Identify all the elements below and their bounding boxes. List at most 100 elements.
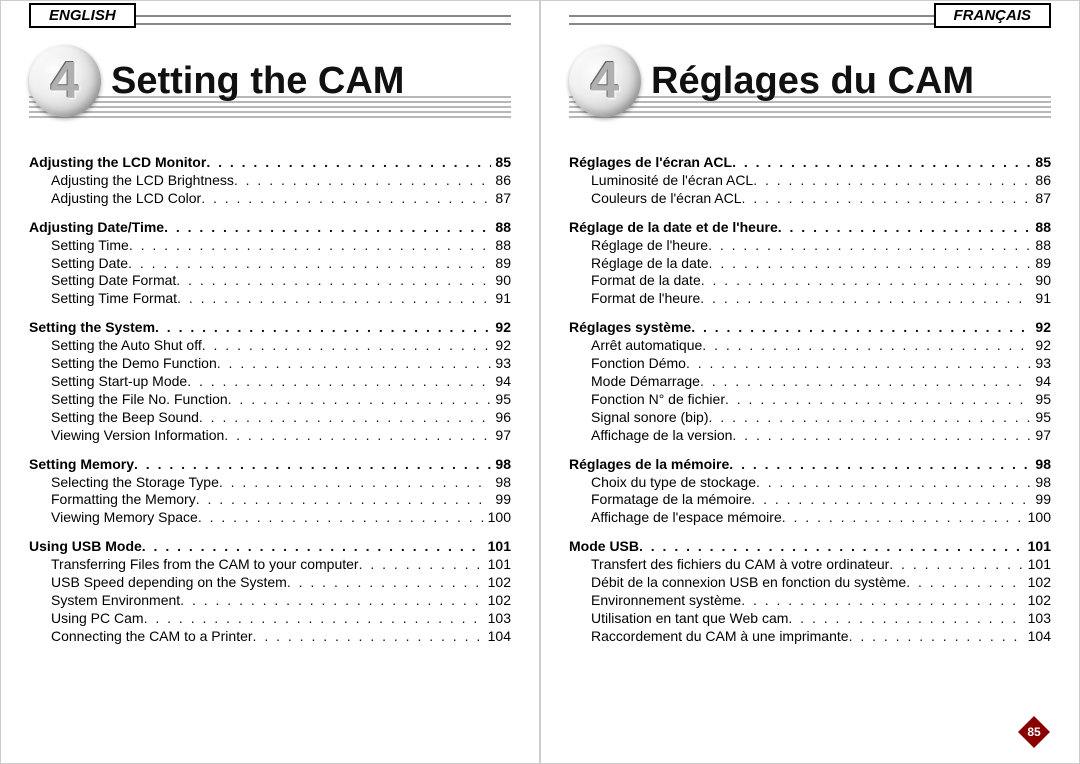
- toc-item: Signal sonore (bip)95: [569, 409, 1051, 427]
- toc-item: Format de l'heure91: [569, 290, 1051, 308]
- toc-item: Environnement système 102: [569, 592, 1051, 610]
- toc-leader-dots: [217, 355, 492, 373]
- toc-leader-dots: [732, 427, 1031, 445]
- toc-leader-dots: [708, 237, 1031, 255]
- toc-item-label: Setting the Demo Function: [29, 355, 217, 373]
- toc-item: Setting the Demo Function93: [29, 355, 511, 373]
- toc-item-label: Couleurs de l'écran ACL: [569, 190, 742, 208]
- toc-leader-dots: [144, 610, 484, 628]
- content-spacer: [569, 120, 1051, 154]
- toc-item-label: Affichage de la version: [569, 427, 732, 445]
- toc-item-label: Setting Date: [29, 255, 128, 273]
- toc-item-page: 98: [491, 474, 511, 492]
- toc-item: Affichage de la version97: [569, 427, 1051, 445]
- toc-leader-dots: [700, 373, 1031, 391]
- toc-item-label: USB Speed depending on the System: [29, 574, 287, 592]
- toc-item: Transfert des fichiers du CAM à votre or…: [569, 556, 1051, 574]
- toc-leader-dots: [709, 255, 1032, 273]
- toc-item: Using PC Cam103: [29, 610, 511, 628]
- page-number-text: 85: [1017, 715, 1051, 749]
- toc-leader-dots: [128, 255, 491, 273]
- toc-item-label: Fonction Démo: [569, 355, 686, 373]
- toc-item: Fonction N° de fichier95: [569, 391, 1051, 409]
- toc-item-page: 104: [1024, 628, 1051, 646]
- toc-section-page: 92: [491, 319, 511, 337]
- toc-leader-dots: [134, 456, 491, 474]
- toc-item: Formatting the Memory99: [29, 491, 511, 509]
- toc-leader-dots: [751, 491, 1031, 509]
- toc-item-page: 91: [491, 290, 511, 308]
- toc-item: Selecting the Storage Type 98: [29, 474, 511, 492]
- toc-item-page: 86: [1031, 172, 1051, 190]
- toc-section: Setting Memory98: [29, 456, 511, 474]
- toc-section: Réglage de la date et de l'heure88: [569, 219, 1051, 237]
- toc-section-title: Réglage de la date et de l'heure: [569, 219, 778, 237]
- toc-item-page: 95: [1031, 391, 1051, 409]
- toc-item-label: Formatting the Memory: [29, 491, 196, 509]
- toc-section-title: Réglages système: [569, 319, 691, 337]
- toc-item-label: Affichage de l'espace mémoire: [569, 509, 782, 527]
- toc-item-page: 98: [1031, 474, 1051, 492]
- toc-leader-dots: [199, 409, 492, 427]
- toc-section-page: 101: [484, 538, 511, 556]
- toc-item: Setting the File No. Function95: [29, 391, 511, 409]
- toc-item: Couleurs de l'écran ACL87: [569, 190, 1051, 208]
- toc-item-page: 103: [1024, 610, 1051, 628]
- toc-section: Setting the System92: [29, 319, 511, 337]
- toc-leader-dots: [849, 628, 1024, 646]
- toc-item-label: Luminosité de l'écran ACL: [569, 172, 753, 190]
- toc-item-page: 86: [491, 172, 511, 190]
- toc-item-label: Transferring Files from the CAM to your …: [29, 556, 359, 574]
- toc-item: Luminosité de l'écran ACL 86: [569, 172, 1051, 190]
- toc-section-page: 98: [1031, 456, 1051, 474]
- toc-item-label: Arrêt automatique: [569, 337, 702, 355]
- toc-item: Formatage de la mémoire99: [569, 491, 1051, 509]
- toc-item-label: Setting Start-up Mode: [29, 373, 187, 391]
- toc-item-page: 93: [1031, 355, 1051, 373]
- toc-item-page: 102: [484, 592, 511, 610]
- toc-item-label: Formatage de la mémoire: [569, 491, 751, 509]
- toc-item: System Environment102: [29, 592, 511, 610]
- toc-item-page: 90: [491, 272, 511, 290]
- toc-leader-dots: [725, 391, 1031, 409]
- toc-leader-dots: [187, 373, 491, 391]
- toc-section-page: 85: [1031, 154, 1051, 172]
- chapter-number-badge: 4: [569, 45, 641, 117]
- toc-item-label: Raccordement du CAM à une imprimante: [569, 628, 849, 646]
- toc-leader-dots: [700, 290, 1031, 308]
- content-spacer: [29, 120, 511, 154]
- chapter-title-left: Setting the CAM: [111, 60, 404, 103]
- toc-item: Réglage de la date89: [569, 255, 1051, 273]
- toc-leader-dots: [686, 355, 1031, 373]
- toc-item-page: 91: [1031, 290, 1051, 308]
- toc-leader-dots: [702, 337, 1031, 355]
- toc-item-label: Setting the Beep Sound: [29, 409, 199, 427]
- toc-leader-dots: [639, 538, 1024, 556]
- toc-leader-dots: [778, 219, 1032, 237]
- toc-item: Adjusting the LCD Brightness 86: [29, 172, 511, 190]
- toc-item: Débit de la connexion USB en fonction du…: [569, 574, 1051, 592]
- toc-item-label: Selecting the Storage Type: [29, 474, 219, 492]
- toc-leader-dots: [206, 154, 491, 172]
- toc-item: Setting the Auto Shut off92: [29, 337, 511, 355]
- toc-item-page: 92: [1031, 337, 1051, 355]
- toc-item: Arrêt automatique 92: [569, 337, 1051, 355]
- page-spread: ENGLISH 4 Setting the CAM Adjusting the …: [0, 0, 1080, 764]
- toc-item-page: 102: [1024, 592, 1051, 610]
- toc-section-title: Mode USB: [569, 538, 639, 556]
- toc-leader-dots: [164, 219, 491, 237]
- toc-item: Setting Start-up Mode94: [29, 373, 511, 391]
- toc-item-label: Utilisation en tant que Web cam: [569, 610, 788, 628]
- toc-section: Using USB Mode 101: [29, 538, 511, 556]
- toc-item-page: 102: [1024, 574, 1051, 592]
- toc-item-label: Environnement système: [569, 592, 741, 610]
- toc-left: Adjusting the LCD Monitor85Adjusting the…: [29, 154, 511, 646]
- toc-item-page: 101: [1024, 556, 1051, 574]
- toc-section-page: 85: [491, 154, 511, 172]
- toc-section-title: Using USB Mode: [29, 538, 142, 556]
- toc-section-title: Adjusting Date/Time: [29, 219, 164, 237]
- toc-right: Réglages de l'écran ACL85Luminosité de l…: [569, 154, 1051, 646]
- toc-item: Connecting the CAM to a Printer104: [29, 628, 511, 646]
- toc-item-label: Adjusting the LCD Brightness: [29, 172, 234, 190]
- toc-item-label: Format de la date: [569, 272, 701, 290]
